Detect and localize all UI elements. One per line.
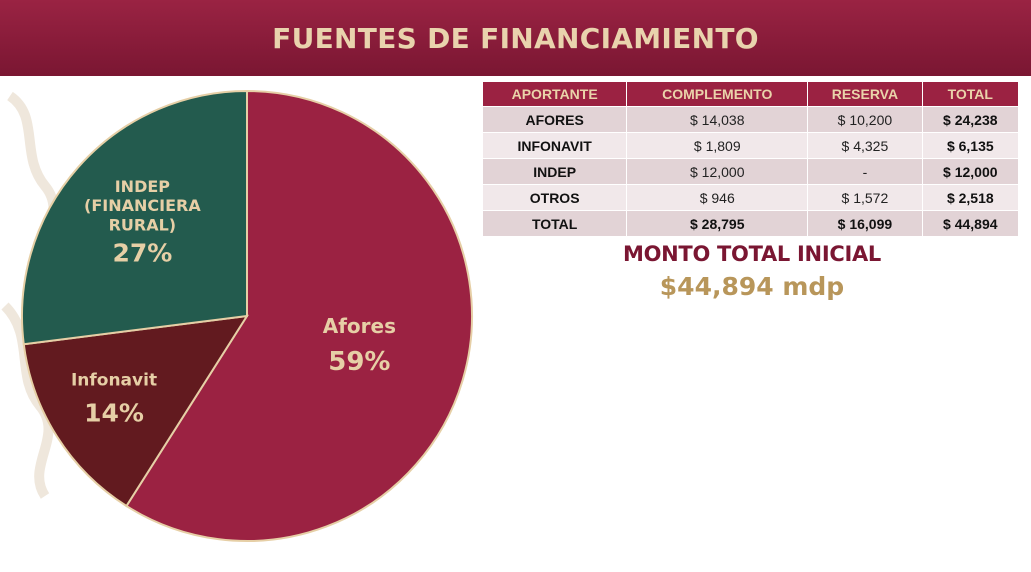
cell-total: $ 6,135 [921,132,1020,159]
pie-percent-infonavit: 14% [84,398,144,427]
pie-label-indep: RURAL) [109,215,177,234]
cell-reserva: $ 16,099 [807,210,923,237]
table-total-row: TOTAL $ 28,795 $ 16,099 $ 44,894 [481,210,1020,237]
cell-complemento: $ 28,795 [626,210,809,237]
header-total: TOTAL [921,81,1020,107]
cell-complemento: $ 14,038 [626,106,809,133]
pie-label-indep: INDEP [115,177,171,196]
cell-reserva: $ 10,200 [807,106,923,133]
cell-aportante: TOTAL [481,210,628,237]
pie-slice-infonavit [22,314,249,508]
cell-reserva: $ 1,572 [807,184,923,211]
funding-table: APORTANTE COMPLEMENTO RESERVA TOTAL AFOR… [481,81,1020,237]
cell-total: $ 24,238 [921,106,1020,133]
cell-reserva: - [807,158,923,185]
pie-slice-indep [21,89,248,346]
summary-value: $44,894 mdp [659,272,845,301]
pie-label-infonavit: Infonavit [71,370,157,390]
pie-percent-indep: 27% [112,238,172,267]
cell-aportante: INFONAVIT [481,132,628,159]
pie-percent-afores: 59% [328,347,390,377]
summary-label: MONTO TOTAL INICIAL [623,242,881,266]
table-header-row: APORTANTE COMPLEMENTO RESERVA TOTAL [481,81,1020,107]
table-row: INFONAVIT $ 1,809 $ 4,325 $ 6,135 [481,132,1020,159]
pie-label-indep: (FINANCIERA [84,196,201,215]
cell-aportante: AFORES [481,106,628,133]
summary-block: MONTO TOTAL INICIAL $44,894 mdp [483,242,1021,301]
page-title: FUENTES DE FINANCIAMIENTO [272,21,759,55]
cell-reserva: $ 4,325 [807,132,923,159]
header-reserva: RESERVA [807,81,923,107]
header-aportante: APORTANTE [481,81,628,107]
title-banner: FUENTES DE FINANCIAMIENTO [0,0,1031,76]
cell-aportante: INDEP [481,158,628,185]
table-row: OTROS $ 946 $ 1,572 $ 2,518 [481,184,1020,211]
cell-total: $ 2,518 [921,184,1020,211]
cell-complemento: $ 1,809 [626,132,809,159]
table-row: AFORES $ 14,038 $ 10,200 $ 24,238 [481,106,1020,133]
cell-complemento: $ 12,000 [626,158,809,185]
cell-total: $ 44,894 [921,210,1020,237]
cell-complemento: $ 946 [626,184,809,211]
cell-total: $ 12,000 [921,158,1020,185]
header-complemento: COMPLEMENTO [626,81,809,107]
cell-aportante: OTROS [481,184,628,211]
table-row: INDEP $ 12,000 - $ 12,000 [481,158,1020,185]
pie-chart: Afores 59% Infonavit 14% INDEP(FINANCIERARUR… [21,89,473,542]
pie-label-afores: Afores [323,314,396,338]
pie-slice-afores [125,89,473,542]
